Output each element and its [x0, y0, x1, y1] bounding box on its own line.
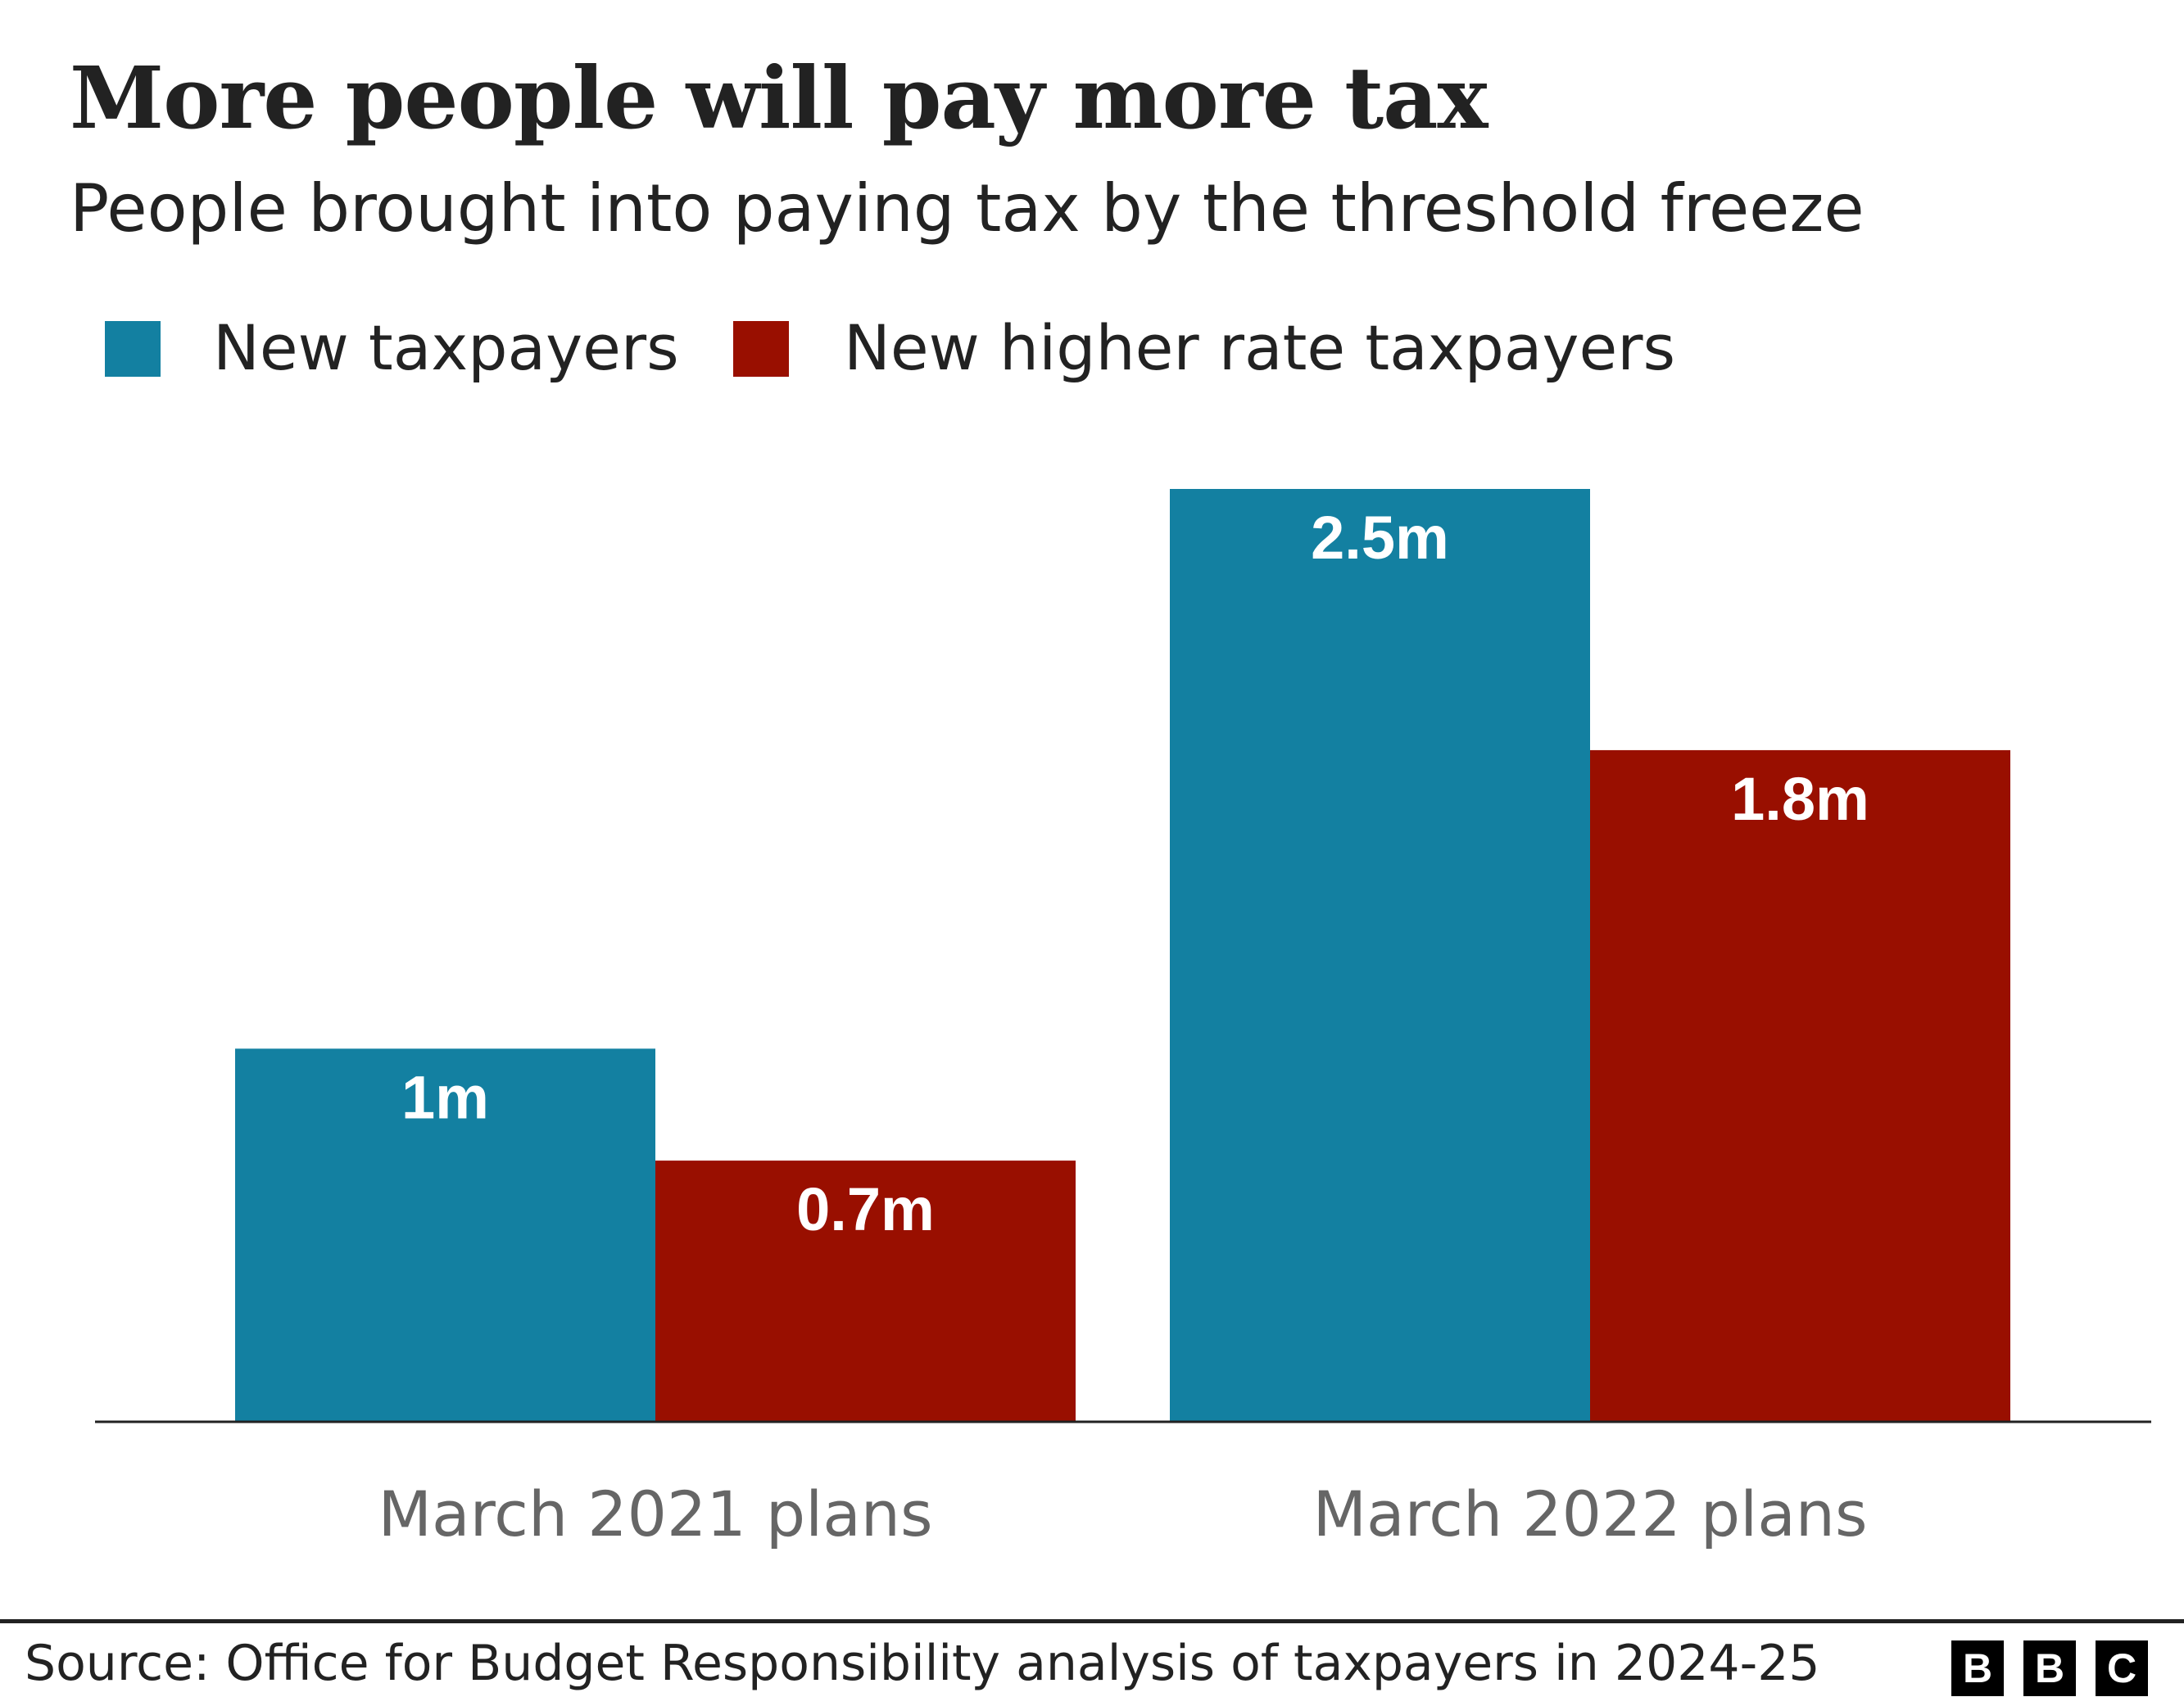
- bbc-logo-b2: B: [2023, 1640, 2076, 1696]
- x-tick-label: March 2021 plans: [378, 1477, 932, 1550]
- source-note: Source: Office for Budget Responsibility…: [25, 1635, 1820, 1692]
- bar-1-0: [655, 1161, 1076, 1422]
- legend-swatch-new-taxpayers: [105, 321, 161, 377]
- x-tick-label: March 2022 plans: [1312, 1477, 1867, 1550]
- bar-1-1: [1590, 749, 2010, 1422]
- chart-title: More people will pay more tax: [70, 48, 1488, 148]
- data-label: 0.7m: [796, 1175, 935, 1243]
- legend-swatch-higher-rate: [733, 321, 789, 377]
- bbc-logo-c: C: [2096, 1640, 2148, 1696]
- data-label: 1m: [401, 1063, 489, 1131]
- data-label: 2.5m: [1311, 504, 1449, 572]
- data-label: 1.8m: [1731, 765, 1869, 833]
- footer-divider: [0, 1619, 2184, 1623]
- bar-0-0: [235, 1048, 655, 1422]
- chart-subtitle: People brought into paying tax by the th…: [70, 170, 1865, 247]
- legend-label-new-taxpayers: New taxpayers: [213, 311, 679, 384]
- bbc-logo-b1: B: [1951, 1640, 2004, 1696]
- legend-label-higher-rate: New higher rate taxpayers: [844, 311, 1676, 384]
- bar-0-1: [1170, 489, 1590, 1422]
